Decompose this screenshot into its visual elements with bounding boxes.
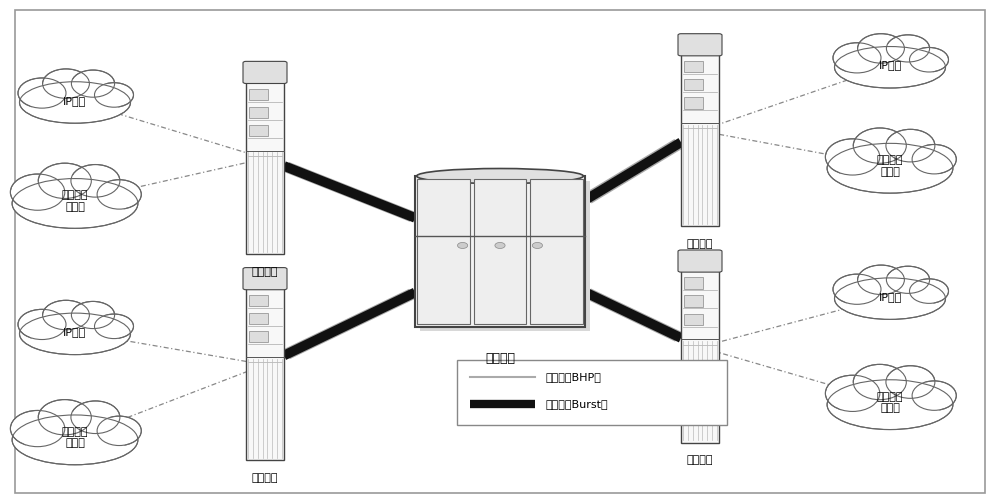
Text: 边缘节点: 边缘节点 <box>687 239 713 249</box>
FancyBboxPatch shape <box>243 268 287 290</box>
Ellipse shape <box>858 34 904 63</box>
Ellipse shape <box>495 242 505 248</box>
Bar <box>530 179 583 324</box>
Ellipse shape <box>43 69 89 99</box>
Ellipse shape <box>94 314 134 339</box>
Text: 边缘节点: 边缘节点 <box>252 267 278 277</box>
Ellipse shape <box>21 411 129 459</box>
Ellipse shape <box>27 310 123 350</box>
FancyBboxPatch shape <box>678 250 722 272</box>
Ellipse shape <box>417 169 583 184</box>
Ellipse shape <box>886 266 930 293</box>
Ellipse shape <box>18 78 66 108</box>
Bar <box>684 314 703 325</box>
Ellipse shape <box>38 163 91 199</box>
Ellipse shape <box>21 175 129 223</box>
Bar <box>684 277 703 289</box>
Ellipse shape <box>20 313 130 355</box>
Ellipse shape <box>912 144 956 174</box>
Bar <box>249 107 268 118</box>
Bar <box>249 313 268 324</box>
Text: 其他数据
源和束: 其他数据 源和束 <box>62 427 88 448</box>
Bar <box>415 176 585 327</box>
FancyBboxPatch shape <box>678 34 722 56</box>
Ellipse shape <box>43 300 89 330</box>
Ellipse shape <box>38 399 91 435</box>
Bar <box>684 61 703 72</box>
Ellipse shape <box>910 279 948 303</box>
Bar <box>249 331 268 343</box>
Bar <box>249 89 268 100</box>
Bar <box>681 35 719 226</box>
Bar <box>246 269 284 460</box>
Text: 边缘节点: 边缘节点 <box>687 455 713 465</box>
Bar <box>420 181 590 331</box>
Bar <box>246 63 284 254</box>
Ellipse shape <box>842 44 938 83</box>
Text: IP网络: IP网络 <box>63 96 87 106</box>
Text: 边缘节点: 边缘节点 <box>252 473 278 483</box>
Ellipse shape <box>910 47 948 72</box>
Ellipse shape <box>886 366 935 398</box>
Ellipse shape <box>834 278 946 319</box>
Text: 其他数据
源和束: 其他数据 源和束 <box>62 191 88 212</box>
Bar <box>249 125 268 136</box>
Ellipse shape <box>858 265 904 295</box>
Text: 其他数据
源和束: 其他数据 源和束 <box>877 155 903 177</box>
Ellipse shape <box>836 376 944 424</box>
Ellipse shape <box>12 415 138 465</box>
Bar <box>474 179 526 324</box>
Ellipse shape <box>833 43 881 73</box>
Ellipse shape <box>825 139 880 175</box>
Ellipse shape <box>18 309 66 340</box>
Text: 其他数据
源和束: 其他数据 源和束 <box>877 392 903 413</box>
Ellipse shape <box>458 242 468 248</box>
Ellipse shape <box>532 242 542 248</box>
Ellipse shape <box>912 381 956 410</box>
Text: IP网络: IP网络 <box>878 292 902 302</box>
Text: 光通道（BHP）: 光通道（BHP） <box>545 372 601 382</box>
Ellipse shape <box>71 401 120 434</box>
Ellipse shape <box>12 179 138 228</box>
Ellipse shape <box>842 275 938 315</box>
Bar <box>249 295 268 306</box>
Ellipse shape <box>834 47 946 88</box>
Bar <box>684 295 703 307</box>
Bar <box>417 179 470 324</box>
FancyBboxPatch shape <box>243 61 287 83</box>
Ellipse shape <box>10 410 65 447</box>
Ellipse shape <box>27 79 123 119</box>
Ellipse shape <box>836 140 944 188</box>
Text: 核心节点: 核心节点 <box>485 352 515 365</box>
Bar <box>457 360 727 425</box>
Ellipse shape <box>827 143 953 193</box>
Text: IP网络: IP网络 <box>878 60 902 70</box>
Ellipse shape <box>853 364 906 400</box>
Bar <box>684 79 703 91</box>
Bar <box>684 98 703 109</box>
Ellipse shape <box>833 274 881 304</box>
Ellipse shape <box>71 301 115 328</box>
Text: IP网络: IP网络 <box>63 327 87 337</box>
Ellipse shape <box>886 129 935 162</box>
Text: 光通道（Burst）: 光通道（Burst） <box>545 399 608 409</box>
Ellipse shape <box>853 128 906 163</box>
Ellipse shape <box>20 81 130 123</box>
Ellipse shape <box>886 35 930 62</box>
Ellipse shape <box>827 380 953 430</box>
Ellipse shape <box>71 70 115 97</box>
Ellipse shape <box>97 180 141 209</box>
Bar <box>681 252 719 443</box>
Ellipse shape <box>10 174 65 210</box>
Ellipse shape <box>71 164 120 197</box>
Ellipse shape <box>825 375 880 411</box>
Ellipse shape <box>97 416 141 446</box>
Ellipse shape <box>94 82 134 107</box>
